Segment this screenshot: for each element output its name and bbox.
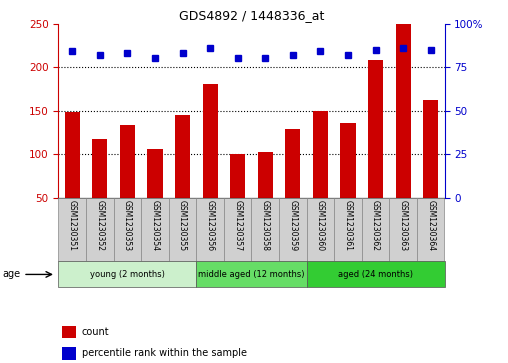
Bar	[203, 84, 217, 198]
Text: age: age	[3, 269, 21, 280]
Bar	[141, 198, 169, 261]
Text: GSM1230354: GSM1230354	[150, 200, 160, 251]
Text: GSM1230361: GSM1230361	[343, 200, 353, 251]
Bar	[362, 198, 389, 261]
Bar	[224, 198, 251, 261]
Text: GSM1230356: GSM1230356	[206, 200, 214, 251]
Bar	[169, 198, 196, 261]
Text: GSM1230362: GSM1230362	[371, 200, 380, 251]
Bar	[396, 24, 410, 198]
Bar	[147, 149, 163, 198]
Text: GSM1230355: GSM1230355	[178, 200, 187, 251]
Bar	[340, 123, 356, 198]
Bar	[86, 198, 114, 261]
Bar	[196, 198, 224, 261]
Text: aged (24 months): aged (24 months)	[338, 270, 413, 279]
Text: GSM1230353: GSM1230353	[123, 200, 132, 251]
Bar	[285, 129, 300, 198]
Bar	[62, 347, 76, 359]
Bar	[175, 115, 190, 198]
Text: GSM1230358: GSM1230358	[261, 200, 270, 251]
Text: GSM1230352: GSM1230352	[96, 200, 104, 251]
Bar	[307, 261, 444, 287]
Bar	[307, 198, 334, 261]
Text: GSM1230364: GSM1230364	[426, 200, 435, 251]
Bar	[279, 198, 307, 261]
Bar	[196, 261, 307, 287]
Bar	[65, 113, 80, 198]
Title: GDS4892 / 1448336_at: GDS4892 / 1448336_at	[179, 9, 324, 23]
Bar	[92, 139, 107, 198]
Bar	[423, 100, 438, 198]
Text: young (2 months): young (2 months)	[90, 270, 165, 279]
Bar	[313, 111, 328, 198]
Text: GSM1230363: GSM1230363	[399, 200, 407, 251]
Bar	[334, 198, 362, 261]
Bar	[58, 198, 86, 261]
Bar	[120, 125, 135, 198]
Bar	[62, 326, 76, 338]
Text: GSM1230360: GSM1230360	[316, 200, 325, 251]
Bar	[389, 198, 417, 261]
Text: count: count	[82, 327, 109, 337]
Bar	[251, 198, 279, 261]
Bar	[417, 198, 444, 261]
Text: GSM1230357: GSM1230357	[233, 200, 242, 251]
Bar	[58, 261, 196, 287]
Text: middle aged (12 months): middle aged (12 months)	[198, 270, 305, 279]
Bar	[230, 154, 245, 198]
Bar	[258, 152, 273, 198]
Bar	[114, 198, 141, 261]
Bar	[368, 60, 383, 198]
Text: percentile rank within the sample: percentile rank within the sample	[82, 348, 246, 358]
Text: GSM1230359: GSM1230359	[289, 200, 297, 251]
Text: GSM1230351: GSM1230351	[68, 200, 77, 251]
